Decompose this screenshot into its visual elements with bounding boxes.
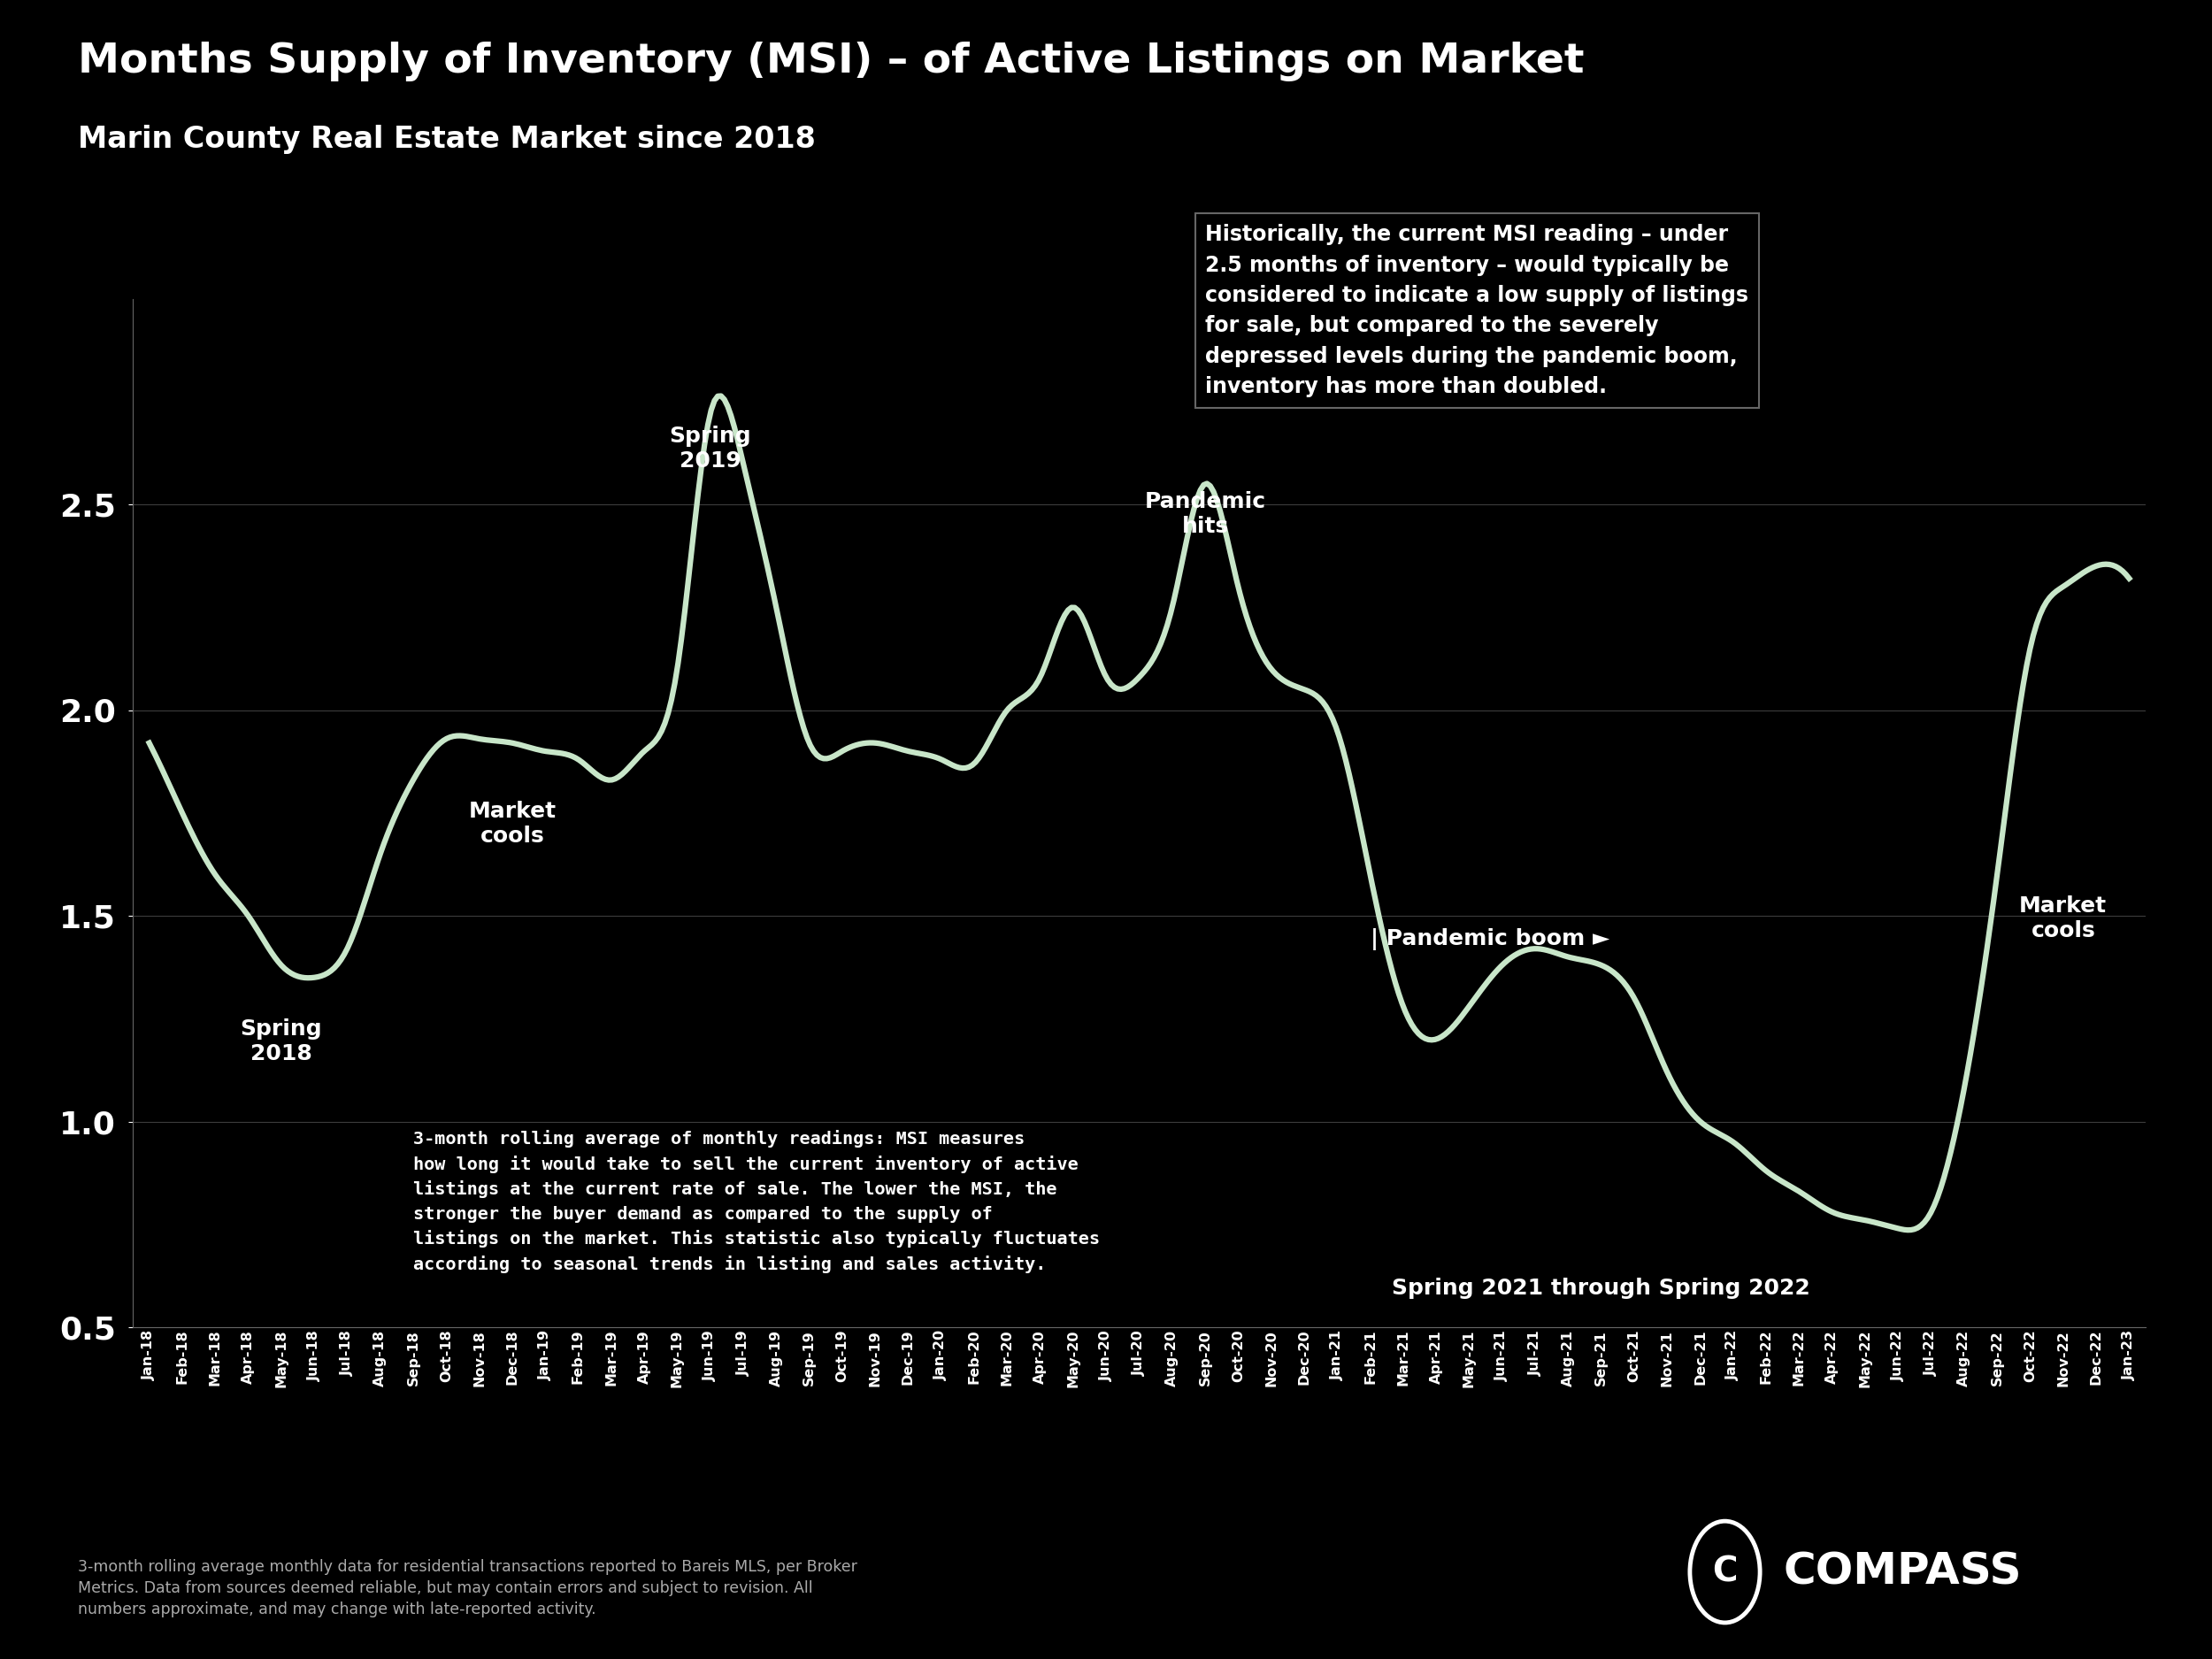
Text: COMPASS: COMPASS [1783,1551,2022,1593]
Text: Spring
2019: Spring 2019 [670,426,752,471]
Text: C: C [1712,1554,1739,1589]
Text: Historically, the current MSI reading – under
2.5 months of inventory – would ty: Historically, the current MSI reading – … [1206,224,1750,398]
Text: Market
cools: Market cools [469,801,555,846]
Text: Spring 2021 through Spring 2022: Spring 2021 through Spring 2022 [1391,1277,1809,1299]
Text: Pandemic
hits: Pandemic hits [1144,491,1265,538]
Text: | Pandemic boom ►: | Pandemic boom ► [1369,927,1610,951]
Text: Spring
2018: Spring 2018 [241,1019,323,1065]
Text: 3-month rolling average of monthly readings: MSI measures
how long it would take: 3-month rolling average of monthly readi… [414,1130,1099,1274]
Text: 3-month rolling average monthly data for residential transactions reported to Ba: 3-month rolling average monthly data for… [77,1558,856,1618]
Text: Months Supply of Inventory (MSI) – of Active Listings on Market: Months Supply of Inventory (MSI) – of Ac… [77,41,1584,81]
Text: Market
cools: Market cools [2020,896,2108,941]
Text: Marin County Real Estate Market since 2018: Marin County Real Estate Market since 20… [77,124,816,154]
